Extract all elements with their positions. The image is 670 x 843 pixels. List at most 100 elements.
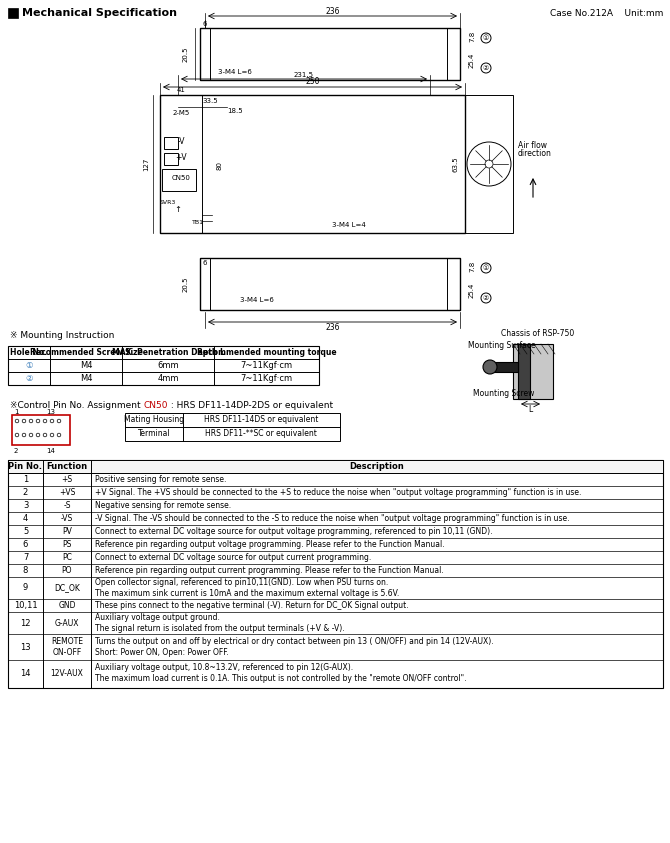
- Text: PC: PC: [62, 553, 72, 562]
- Text: 10,11: 10,11: [13, 601, 38, 610]
- Text: Mounting Screw: Mounting Screw: [473, 389, 535, 399]
- Text: +V Signal. The +VS should be connected to the +S to reduce the noise when "outpu: +V Signal. The +VS should be connected t…: [95, 488, 582, 497]
- Text: 1: 1: [14, 409, 19, 415]
- Bar: [447, 28, 460, 80]
- Text: ↑: ↑: [174, 205, 182, 213]
- Text: ①: ①: [483, 35, 489, 41]
- Bar: [164, 137, 178, 149]
- Text: Terminal: Terminal: [138, 429, 170, 438]
- Text: Connect to external DC voltage source for output voltage programming, referenced: Connect to external DC voltage source fo…: [95, 527, 492, 536]
- Text: 2-M5: 2-M5: [172, 110, 190, 116]
- Text: 6: 6: [23, 540, 28, 549]
- Bar: [200, 258, 460, 310]
- Text: 14: 14: [20, 668, 31, 678]
- Text: Connect to external DC voltage source for output current programming.: Connect to external DC voltage source fo…: [95, 553, 371, 562]
- Bar: [160, 95, 465, 233]
- Text: GND: GND: [58, 601, 76, 610]
- Circle shape: [483, 360, 497, 374]
- Text: Air flow: Air flow: [518, 141, 547, 149]
- Text: 7: 7: [23, 553, 28, 562]
- Text: SVR3: SVR3: [160, 201, 176, 206]
- Text: DC_OK: DC_OK: [54, 583, 80, 593]
- Text: 6: 6: [203, 21, 207, 27]
- Text: -S: -S: [63, 501, 71, 510]
- Text: Pin No.: Pin No.: [9, 462, 42, 471]
- Text: 33.5: 33.5: [202, 98, 218, 104]
- Text: 5: 5: [23, 527, 28, 536]
- Text: ①: ①: [483, 265, 489, 271]
- Text: M4: M4: [80, 374, 92, 383]
- Text: 7.8: 7.8: [469, 260, 475, 271]
- Text: 6mm: 6mm: [157, 361, 179, 370]
- Bar: [8, 8, 18, 18]
- Text: +S: +S: [62, 475, 72, 484]
- Text: 3: 3: [23, 501, 28, 510]
- Text: -V Signal. The -VS should be connected to the -S to reduce the noise when "outpu: -V Signal. The -VS should be connected t…: [95, 514, 570, 523]
- Bar: [164, 153, 178, 165]
- Text: 7~11Kgf·cm: 7~11Kgf·cm: [241, 374, 293, 383]
- Text: CN50: CN50: [143, 400, 168, 410]
- Text: direction: direction: [518, 148, 552, 158]
- Text: 2: 2: [14, 448, 18, 454]
- Text: 3-M4 L=6: 3-M4 L=6: [240, 297, 274, 303]
- Text: 20.5: 20.5: [183, 277, 189, 292]
- Text: Case No.212A    Unit:mm: Case No.212A Unit:mm: [550, 8, 663, 18]
- Bar: [200, 28, 210, 80]
- Text: +VS: +VS: [59, 488, 75, 497]
- Text: MAX. Penetration Depth L: MAX. Penetration Depth L: [112, 348, 224, 357]
- Text: Function: Function: [46, 462, 88, 471]
- Text: 127: 127: [143, 158, 149, 170]
- Text: M4: M4: [80, 361, 92, 370]
- Bar: [125, 413, 340, 441]
- Text: PS: PS: [62, 540, 72, 549]
- Text: 7~11Kgf·cm: 7~11Kgf·cm: [241, 361, 293, 370]
- Text: : HRS DF11-14DP-2DS or equivalent: : HRS DF11-14DP-2DS or equivalent: [168, 400, 333, 410]
- Text: 14: 14: [46, 448, 55, 454]
- Text: Mounting Surface: Mounting Surface: [468, 341, 535, 351]
- Bar: [200, 28, 460, 80]
- Text: 25.4: 25.4: [469, 52, 475, 67]
- Text: 9: 9: [23, 583, 28, 593]
- Text: 231.5: 231.5: [294, 72, 314, 78]
- Bar: [518, 344, 530, 399]
- Text: Hole No.: Hole No.: [11, 348, 48, 357]
- Text: 3-M4 L=6: 3-M4 L=6: [218, 69, 252, 75]
- Text: Mechanical Specification: Mechanical Specification: [22, 8, 177, 18]
- Text: ②: ②: [483, 295, 489, 301]
- Text: Reference pin regarding output current programming. Please refer to the Function: Reference pin regarding output current p…: [95, 566, 444, 575]
- Text: ①: ①: [25, 361, 33, 370]
- Text: L: L: [528, 405, 532, 414]
- Bar: [8, 460, 663, 473]
- Text: 13: 13: [20, 642, 31, 652]
- Text: These pins connect to the negative terminal (-V). Return for DC_OK Signal output: These pins connect to the negative termi…: [95, 601, 409, 610]
- Text: 4: 4: [23, 514, 28, 523]
- Text: PO: PO: [62, 566, 72, 575]
- Text: Positive sensing for remote sense.: Positive sensing for remote sense.: [95, 475, 226, 484]
- Text: ※ Mounting Instruction: ※ Mounting Instruction: [10, 331, 115, 341]
- Text: HRS DF11-14DS or equivalent: HRS DF11-14DS or equivalent: [204, 416, 318, 425]
- Text: 13: 13: [46, 409, 55, 415]
- Bar: [200, 258, 210, 310]
- Text: -VS: -VS: [61, 514, 73, 523]
- Bar: [162, 169, 196, 191]
- Text: TB1: TB1: [192, 221, 204, 225]
- Text: 25.4: 25.4: [469, 282, 475, 298]
- Text: 236: 236: [325, 7, 340, 15]
- Bar: [513, 344, 553, 399]
- Text: 20.5: 20.5: [183, 46, 189, 62]
- Text: 1: 1: [23, 475, 28, 484]
- Text: 236: 236: [325, 323, 340, 331]
- Text: Auxiliary voltage output, 10.8~13.2V, referenced to pin 12(G-AUX).
The maximum l: Auxiliary voltage output, 10.8~13.2V, re…: [95, 663, 466, 683]
- Text: CN50: CN50: [172, 175, 190, 181]
- Bar: [493, 362, 518, 372]
- Text: -V: -V: [178, 137, 185, 146]
- Bar: [447, 258, 460, 310]
- Text: 12V-AUX: 12V-AUX: [50, 668, 84, 678]
- Text: 63.5: 63.5: [452, 156, 458, 172]
- Text: Negative sensing for remote sense.: Negative sensing for remote sense.: [95, 501, 231, 510]
- Text: Reference pin regarding output voltage programming. Please refer to the Function: Reference pin regarding output voltage p…: [95, 540, 445, 549]
- Text: ※Control Pin No. Assignment: ※Control Pin No. Assignment: [10, 400, 141, 410]
- Text: Description: Description: [350, 462, 405, 471]
- Bar: [8, 460, 663, 688]
- Text: 41: 41: [177, 87, 186, 93]
